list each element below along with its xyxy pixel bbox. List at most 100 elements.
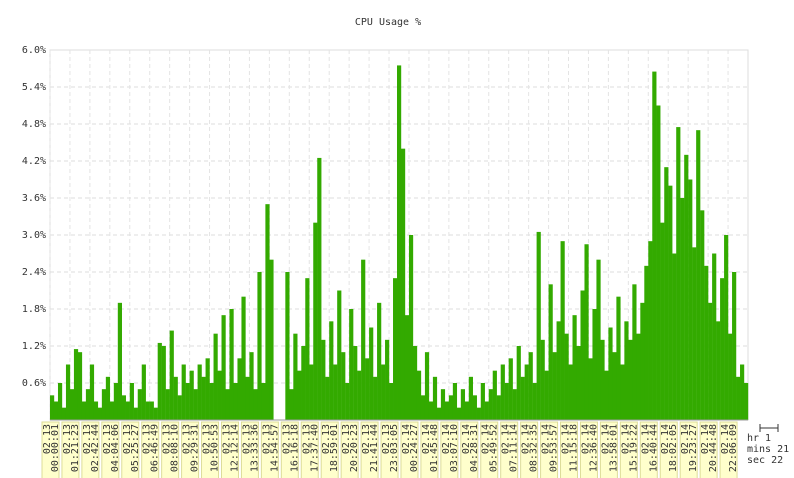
x-tick-label: 02.14	[561, 424, 572, 454]
bar	[640, 302, 645, 420]
bar	[684, 154, 689, 421]
bar	[97, 407, 103, 420]
x-tick-label: 02.14	[620, 424, 631, 454]
bar	[448, 395, 454, 420]
bar	[584, 244, 589, 420]
bar	[532, 383, 537, 420]
bar	[229, 309, 234, 420]
bar	[269, 259, 274, 420]
bar	[385, 339, 390, 420]
bar	[624, 321, 629, 420]
bar	[696, 130, 701, 420]
bar	[524, 364, 529, 420]
bar	[588, 358, 593, 420]
x-tick-label-box	[579, 421, 598, 478]
bar	[117, 302, 122, 420]
x-tick-label: 02.14	[421, 424, 432, 454]
x-tick-label-box	[699, 421, 718, 478]
x-tick-label: 05:25:27	[130, 424, 141, 472]
bar	[189, 370, 194, 420]
bar	[564, 333, 569, 420]
bar	[512, 389, 517, 420]
x-tick-label: 06:46:49	[150, 424, 161, 472]
bar	[612, 352, 617, 420]
bar	[404, 315, 410, 420]
x-tick-label: 02.13	[82, 424, 93, 454]
y-tick-label: 4.8%	[22, 119, 46, 130]
x-tick-label: 12:36:40	[588, 424, 599, 472]
bar	[496, 395, 501, 420]
bar	[169, 330, 174, 420]
bar	[416, 370, 422, 420]
bar	[536, 231, 541, 420]
x-tick-label-box	[719, 421, 738, 478]
x-tick-label: 02.13	[381, 424, 392, 454]
bar	[508, 358, 513, 420]
bar	[81, 401, 87, 420]
x-tick-label-box	[260, 421, 279, 478]
x-tick-label-box	[380, 421, 399, 478]
x-tick-label: 01:45:48	[429, 424, 440, 472]
bar	[213, 333, 218, 420]
y-tick-label: 0.6%	[22, 378, 46, 389]
bar	[137, 389, 142, 420]
bar	[341, 352, 346, 420]
bar	[692, 247, 697, 420]
x-tick-label: 02.13	[361, 424, 372, 454]
bar	[313, 222, 318, 420]
bar	[333, 364, 338, 420]
x-tick-label: 02.14	[401, 424, 412, 454]
bar	[672, 253, 677, 420]
scale-label: hr 1	[747, 433, 771, 444]
bar	[540, 339, 545, 420]
bar	[444, 401, 450, 420]
bar	[257, 272, 262, 420]
bar	[644, 265, 649, 420]
x-tick-label-box	[320, 421, 339, 478]
bar	[165, 389, 170, 420]
bar	[724, 235, 729, 420]
bar	[193, 389, 198, 420]
x-tick-label-box	[141, 421, 160, 478]
bar	[253, 389, 258, 420]
x-tick-label: 14:54:57	[269, 424, 280, 472]
bar	[125, 401, 130, 420]
bar	[301, 346, 306, 420]
x-tick-label: 18:02:05	[668, 424, 679, 472]
x-tick-label: 15:19:22	[628, 424, 639, 472]
bar	[572, 315, 577, 420]
bar	[141, 364, 146, 420]
x-tick-label: 20:20:23	[349, 424, 360, 472]
bar	[337, 290, 342, 420]
x-tick-label-box	[560, 421, 579, 478]
bar	[488, 389, 493, 420]
x-tick-label: 02.13	[122, 424, 133, 454]
x-tick-label-box	[400, 421, 419, 478]
bar	[145, 401, 150, 420]
bar	[628, 339, 633, 420]
bar	[500, 364, 505, 420]
bar	[660, 222, 665, 420]
bar	[600, 339, 605, 420]
bar	[397, 65, 402, 421]
bar	[357, 370, 362, 420]
bar	[516, 346, 521, 420]
x-tick-label: 02.14	[501, 424, 512, 454]
x-tick-label: 16:16:18	[289, 424, 300, 472]
x-tick-label: 21:41:44	[369, 424, 380, 472]
x-tick-label: 02.13	[321, 424, 332, 454]
bar	[245, 376, 250, 420]
bar	[209, 383, 214, 420]
bar	[632, 284, 637, 420]
x-tick-label: 02.13	[221, 424, 232, 454]
x-tick-label-box	[161, 421, 180, 478]
x-tick-label: 02.13	[62, 424, 73, 454]
bar	[464, 401, 469, 420]
x-tick-label: 02.13	[202, 424, 213, 454]
x-tick-label-box	[480, 421, 499, 478]
bar	[133, 407, 138, 420]
x-tick-label: 02.14	[640, 424, 651, 454]
bar	[480, 383, 485, 420]
bar	[736, 376, 741, 420]
